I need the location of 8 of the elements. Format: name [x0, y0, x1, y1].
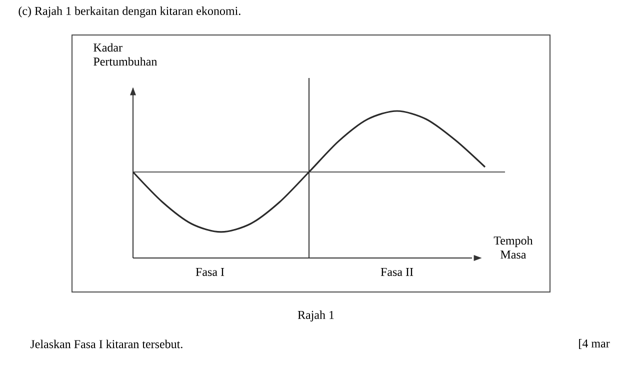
chart-title: (c) Rajah 1 berkaitan dengan kitaran ekonomi. [18, 6, 240, 18]
x-axis-title: Tempoh Masa [494, 236, 533, 259]
y-axis-title: Kadar Pertumbuhan [94, 43, 158, 66]
text: Rajah 1 [298, 310, 334, 322]
text: [4 mar [579, 339, 610, 349]
text: Fasa II [380, 268, 414, 276]
text: Fasa I [196, 268, 224, 276]
text: Jelaskan Fasa I kitaran tersebut. [30, 340, 182, 348]
